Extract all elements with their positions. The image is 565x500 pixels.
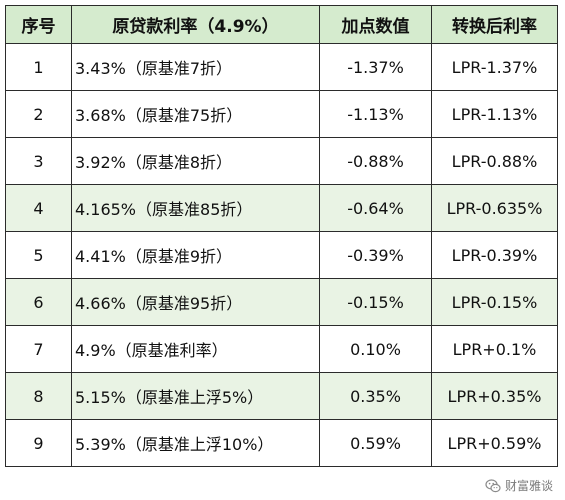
cell-original-loan-rate: 5.39%（原基准上浮10%） <box>71 419 320 467</box>
cell-converted-rate: LPR-0.39% <box>431 231 558 279</box>
cell-converted-rate: LPR-0.635% <box>431 184 558 232</box>
cell-index: 4 <box>5 184 72 232</box>
cell-converted-rate: LPR-0.15% <box>431 278 558 326</box>
cell-original-loan-rate: 4.41%（原基准9折） <box>71 231 320 279</box>
cell-original-loan-rate: 3.92%（原基准8折） <box>71 137 320 185</box>
cell-original-loan-rate: 4.165%（原基准85折） <box>71 184 320 232</box>
header-original-loan-rate: 原贷款利率（4.9%） <box>71 5 320 44</box>
cell-add-points: -1.13% <box>319 90 432 138</box>
cell-add-points: -1.37% <box>319 43 432 91</box>
table-row: 4 4.165%（原基准85折） -0.64% LPR-0.635% <box>5 184 558 232</box>
cell-original-loan-rate: 3.43%（原基准7折） <box>71 43 320 91</box>
cell-index: 1 <box>5 43 72 91</box>
cell-converted-rate: LPR+0.1% <box>431 325 558 373</box>
watermark-text: 财富雅谈 <box>504 479 553 493</box>
wechat-icon <box>485 478 501 492</box>
cell-add-points: -0.39% <box>319 231 432 279</box>
cell-index: 5 <box>5 231 72 279</box>
cell-index: 2 <box>5 90 72 138</box>
cell-original-loan-rate: 4.66%（原基准95折） <box>71 278 320 326</box>
cell-index: 8 <box>5 372 72 420</box>
table-row: 8 5.15%（原基准上浮5%） 0.35% LPR+0.35% <box>5 372 558 420</box>
lpr-conversion-table: 序号 原贷款利率（4.9%） 加点数值 转换后利率 1 3.43%（原基准7折） -… <box>5 5 558 467</box>
table-row: 1 3.43%（原基准7折） -1.37% LPR-1.37% <box>5 43 558 91</box>
cell-add-points: -0.64% <box>319 184 432 232</box>
header-index: 序号 <box>5 5 72 44</box>
table-row: 5 4.41%（原基准9折） -0.39% LPR-0.39% <box>5 231 558 279</box>
watermark: 财富雅谈 <box>485 477 553 494</box>
table-header-row: 序号 原贷款利率（4.9%） 加点数值 转换后利率 <box>5 5 558 44</box>
table-row: 2 3.68%（原基准75折） -1.13% LPR-1.13% <box>5 90 558 138</box>
cell-add-points: 0.35% <box>319 372 432 420</box>
cell-original-loan-rate: 4.9%（原基准利率） <box>71 325 320 373</box>
cell-add-points: 0.59% <box>319 419 432 467</box>
cell-converted-rate: LPR-1.13% <box>431 90 558 138</box>
cell-add-points: -0.88% <box>319 137 432 185</box>
cell-index: 6 <box>5 278 72 326</box>
cell-converted-rate: LPR+0.59% <box>431 419 558 467</box>
cell-index: 7 <box>5 325 72 373</box>
table-row: 3 3.92%（原基准8折） -0.88% LPR-0.88% <box>5 137 558 185</box>
table-row: 9 5.39%（原基准上浮10%） 0.59% LPR+0.59% <box>5 419 558 467</box>
cell-original-loan-rate: 5.15%（原基准上浮5%） <box>71 372 320 420</box>
cell-index: 3 <box>5 137 72 185</box>
cell-original-loan-rate: 3.68%（原基准75折） <box>71 90 320 138</box>
cell-converted-rate: LPR+0.35% <box>431 372 558 420</box>
cell-add-points: 0.10% <box>319 325 432 373</box>
cell-converted-rate: LPR-1.37% <box>431 43 558 91</box>
header-converted-rate: 转换后利率 <box>431 5 558 44</box>
cell-add-points: -0.15% <box>319 278 432 326</box>
header-add-points: 加点数值 <box>319 5 432 44</box>
cell-index: 9 <box>5 419 72 467</box>
table-row: 7 4.9%（原基准利率） 0.10% LPR+0.1% <box>5 325 558 373</box>
table-row: 6 4.66%（原基准95折） -0.15% LPR-0.15% <box>5 278 558 326</box>
cell-converted-rate: LPR-0.88% <box>431 137 558 185</box>
